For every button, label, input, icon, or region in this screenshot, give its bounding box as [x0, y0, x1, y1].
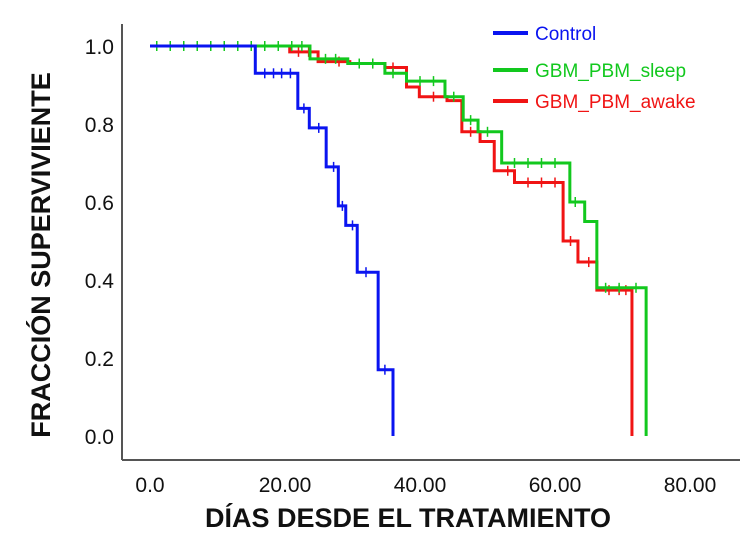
legend-label: GBM_PBM_awake: [535, 92, 696, 113]
y-tick-label: 0.8: [85, 114, 114, 137]
y-tick-label: 0.4: [85, 270, 115, 293]
y-axis-title: FRACCIÓN SUPERVIVIENTE: [25, 72, 56, 438]
survival-curve: [150, 44, 648, 436]
y-tick-label: 0.6: [85, 192, 114, 215]
x-tick-label: 20.00: [259, 474, 312, 497]
x-tick-label: 40.00: [394, 474, 447, 497]
legend-label: Control: [535, 24, 596, 45]
x-tick-label: 60.00: [529, 474, 582, 497]
survival-curve: [150, 44, 395, 436]
y-tick-label: 0.0: [85, 426, 114, 449]
series-control: [150, 44, 395, 436]
legend-label: GBM_PBM_sleep: [535, 61, 686, 82]
y-tick-label: 1.0: [85, 36, 114, 59]
y-tick-label: 0.2: [85, 348, 114, 371]
x-tick-label: 0.0: [135, 474, 164, 497]
x-axis-title: DÍAS DESDE EL TRATAMIENTO: [205, 502, 611, 533]
x-tick-label: 80.00: [664, 474, 717, 497]
